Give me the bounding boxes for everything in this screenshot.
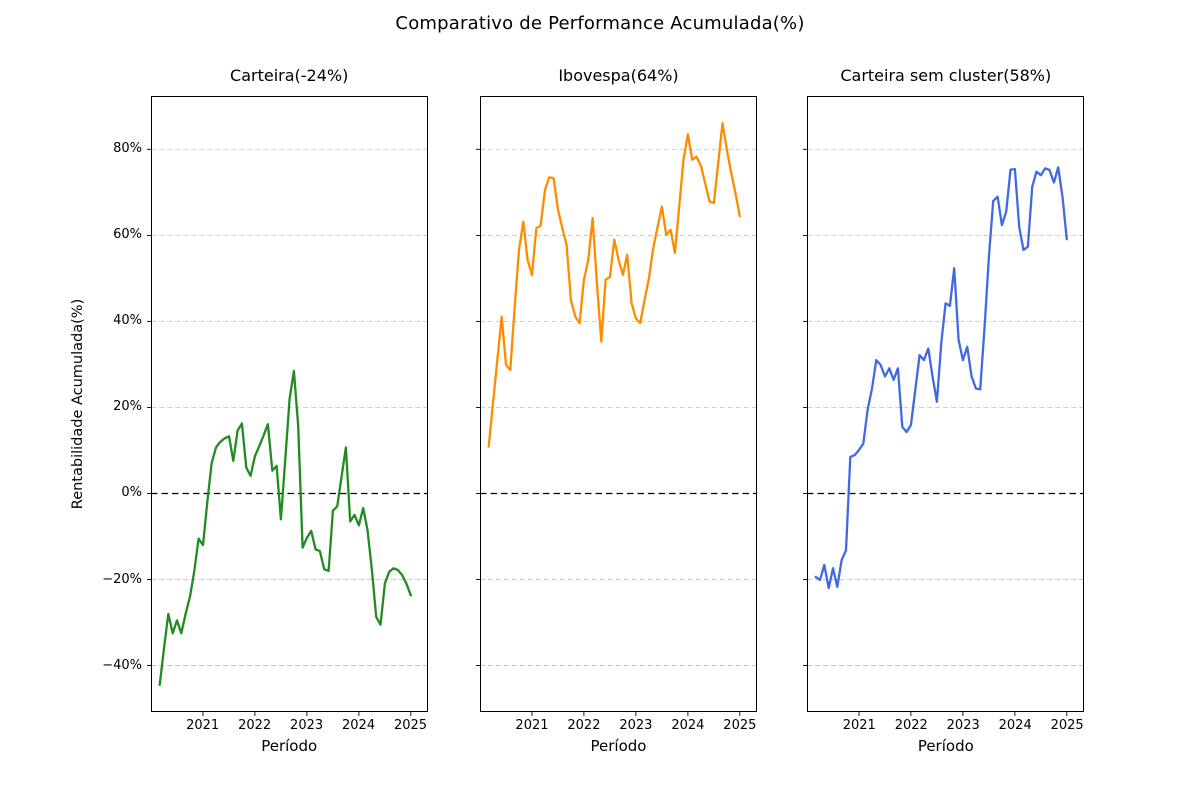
x-axis-label: Período <box>261 737 318 755</box>
series-line <box>814 166 1069 590</box>
x-tick-label: 2023 <box>946 718 980 733</box>
subplot-title: Carteira sem cluster(58%) <box>840 66 1052 85</box>
subplot-carteira: Carteira(-24%) 2021 2022 2023 2024 2025 Perí… <box>146 66 428 755</box>
x-tick-label: 2021 <box>515 718 549 733</box>
y-tick-label: 20% <box>113 399 142 415</box>
x-tick-label: 2024 <box>671 718 705 733</box>
x-tick-label: 2024 <box>998 718 1032 733</box>
subplot-ibovespa: Ibovespa(64%) 2021 2022 2023 2024 2025 Perío… <box>476 66 757 755</box>
x-axis-label: Período <box>917 737 974 755</box>
series-line <box>158 369 412 687</box>
x-tick-labels: 2021 2022 2023 2024 2025 <box>807 718 1084 736</box>
subplot-carteira-sem-cluster: Carteira sem cluster(58%) 2021 2022 2023 20… <box>803 66 1085 755</box>
subplot-title: Ibovespa(64%) <box>558 66 679 85</box>
plot-area <box>803 96 1085 716</box>
y-tick-label: −20% <box>102 571 142 587</box>
y-tick-label: 0% <box>121 485 142 501</box>
plot-border <box>150 96 428 712</box>
x-tick-label: 2025 <box>723 718 757 733</box>
subplot-title: Carteira(-24%) <box>230 66 349 85</box>
plot-border <box>807 96 1085 712</box>
y-tick-label: 60% <box>113 227 142 243</box>
x-tick-labels: 2021 2022 2023 2024 2025 <box>480 718 757 736</box>
x-tick-label: 2022 <box>894 718 928 733</box>
x-tick-label: 2023 <box>290 718 324 733</box>
series-line <box>487 121 741 448</box>
y-tick-label: 40% <box>113 313 142 329</box>
x-tick-label: 2024 <box>342 718 376 733</box>
plot-area <box>146 96 428 716</box>
y-tick-label: −40% <box>102 657 142 673</box>
x-tick-label: 2021 <box>842 718 876 733</box>
x-tick-label: 2022 <box>567 718 601 733</box>
x-tick-label: 2021 <box>186 718 220 733</box>
x-tick-label: 2025 <box>393 718 428 733</box>
x-tick-label: 2023 <box>619 718 653 733</box>
x-tick-labels: 2021 2022 2023 2024 2025 <box>151 718 428 736</box>
x-axis-label: Período <box>590 737 647 755</box>
x-tick-label: 2022 <box>238 718 272 733</box>
plot-border <box>480 96 757 712</box>
y-tick-label: 80% <box>113 141 142 157</box>
x-tick-label: 2025 <box>1050 718 1084 733</box>
plot-area <box>476 96 757 716</box>
figure-title: Comparativo de Performance Acumulada(%) <box>395 13 805 34</box>
